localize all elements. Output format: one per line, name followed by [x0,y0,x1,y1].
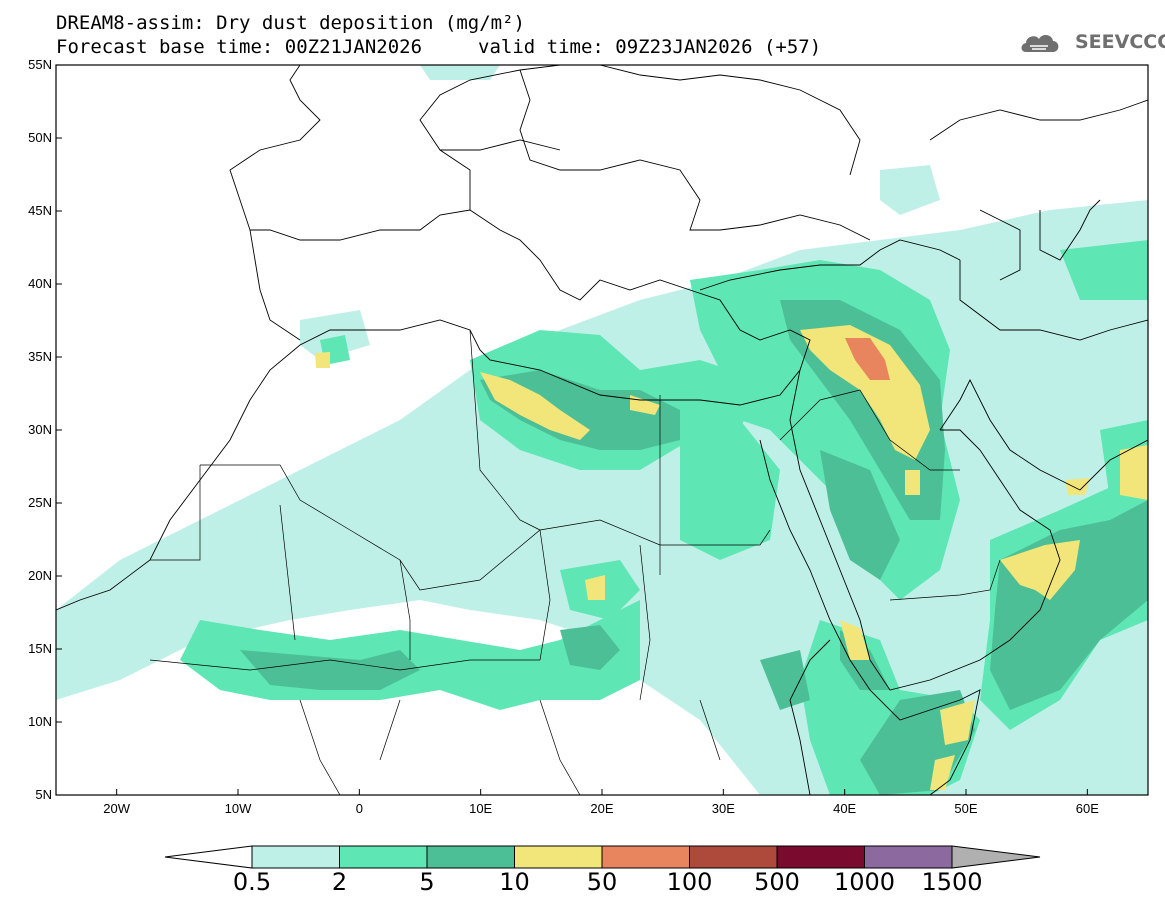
lat-label: 25N [28,495,52,510]
lat-label: 50N [28,130,52,145]
country-borders [149,329,1001,795]
lon-label: 20W [103,801,130,816]
lon-label: 0 [356,801,363,816]
field-level-10 [315,325,1148,790]
lon-label: 50E [954,801,977,816]
colorbar-label: 1000 [833,868,896,896]
lon-label: 10W [225,801,252,816]
colorbar-upper-extend [951,845,1041,869]
colorbar-swatch [689,845,778,869]
colorbar-label: 10 [499,868,530,896]
colorbar-label: 100 [666,868,713,896]
lat-label: 20N [28,568,52,583]
seevccc-logo-icon [1021,35,1059,52]
colorbar [164,845,1041,869]
colorbar-swatch [864,845,953,869]
lat-label: 10N [28,714,52,729]
lat-label: 45N [28,203,52,218]
lon-label: 40E [833,801,856,816]
lon-label: 60E [1076,801,1099,816]
valid-time: valid time: 09Z23JAN2026 (+57) [478,36,822,58]
lat-label: 55N [28,57,52,72]
colorbar-label: 50 [586,868,618,896]
colorbar-swatch [426,845,515,869]
lat-label: 5N [35,787,52,802]
lon-label: 30E [712,801,735,816]
colorbar-label: 2 [331,868,348,896]
logo-text: SEEVCCC [1075,31,1165,53]
lat-label: 30N [28,422,52,437]
lat-label: 15N [28,641,52,656]
coastlines-and-borders [56,65,1148,795]
colorbar-label: 0.5 [232,868,272,896]
colorbar-swatch [251,845,340,869]
lon-label: 10E [469,801,492,816]
colorbar-swatch [601,845,690,869]
dust-field [56,65,1148,795]
colorbar-lower-extend [164,845,253,869]
colorbar-label: 1500 [921,868,983,896]
lat-label: 40N [28,276,52,291]
longitude-axis: 20W 10W 0 10E 20E 30E 40E 50E 60E [103,789,1099,816]
colorbar-swatch [339,845,428,869]
lon-label: 20E [590,801,613,816]
field-level-50 [845,338,890,380]
colorbar-swatch [776,845,865,869]
lat-label: 35N [28,349,52,364]
colorbar-label: 500 [754,868,800,896]
colorbar-swatch [514,845,603,869]
forecast-base-time: Forecast base time: 00Z21JAN2026 [56,36,423,58]
colorbar-label: 5 [419,868,435,896]
map-title: DREAM8-assim: Dry dust deposition (mg/m²… [56,12,525,34]
latitude-axis: 55N 50N 45N 40N 35N 30N 25N 20N 15N 10N 5N [28,57,62,802]
